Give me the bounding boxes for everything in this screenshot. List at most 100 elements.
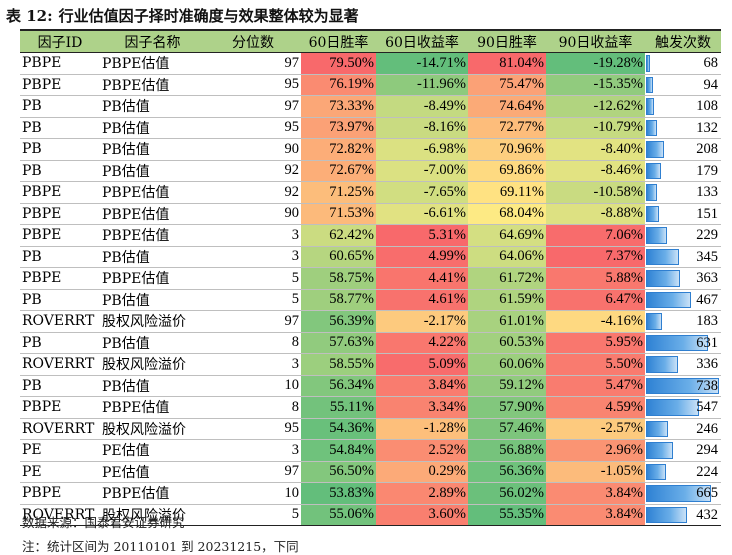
cell-win-rate-90d: 70.96%	[468, 138, 546, 161]
cell-percentile: 10	[205, 482, 301, 505]
cell-return-60d: 4.99%	[376, 246, 468, 268]
table-row: ROVERRT 股权风险溢价 5 55.06% 3.60% 55.35% 3.84% 432	[20, 504, 721, 526]
cell-factor-id: PBPE	[20, 482, 100, 505]
table-title-text: 行业估值因子择时准确度与效果整体较为显著	[58, 7, 359, 25]
cell-factor-id: PBPE	[20, 181, 100, 204]
cell-trigger-count: 336	[645, 353, 721, 376]
cell-trigger-count: 132	[645, 117, 721, 139]
cell-return-60d: -6.98%	[376, 138, 468, 161]
cell-factor-id: PE	[20, 439, 100, 462]
cell-win-rate-90d: 75.47%	[468, 74, 546, 96]
trigger-count-value: 151	[696, 205, 718, 222]
header-factor-name: 因子名称	[100, 29, 205, 53]
cell-return-90d: -10.58%	[546, 181, 645, 204]
data-source-note: 数据来源：国泰君安证券研究	[22, 515, 185, 530]
cell-win-rate-60d: 58.77%	[301, 289, 376, 311]
cell-trigger-count: 108	[645, 95, 721, 118]
cell-percentile: 5	[205, 267, 301, 290]
trigger-count-databar	[646, 141, 665, 158]
cell-trigger-count: 208	[645, 138, 721, 161]
trigger-count-databar	[646, 76, 653, 93]
cell-percentile: 97	[205, 310, 301, 333]
cell-win-rate-60d: 72.67%	[301, 160, 376, 182]
cell-factor-name: PB估值	[100, 117, 205, 139]
cell-return-60d: 5.31%	[376, 224, 468, 247]
cell-win-rate-90d: 55.35%	[468, 504, 546, 526]
cell-win-rate-60d: 56.50%	[301, 461, 376, 483]
cell-factor-id: ROVERRT	[20, 310, 100, 333]
trigger-count-value: 467	[696, 291, 718, 308]
trigger-count-databar	[646, 270, 681, 287]
cell-trigger-count: 738	[645, 375, 721, 397]
cell-return-60d: -8.49%	[376, 95, 468, 118]
cell-return-90d: 6.47%	[546, 289, 645, 311]
factor-table-container: 因子ID 因子名称 分位数 60日胜率 60日收益率 90日胜率 90日收益率 …	[20, 29, 721, 526]
cell-trigger-count: 133	[645, 181, 721, 204]
cell-percentile: 90	[205, 138, 301, 161]
trigger-count-value: 68	[703, 55, 719, 72]
cell-return-90d: -12.62%	[546, 95, 645, 118]
trigger-count-databar	[646, 506, 688, 523]
header-percentile: 分位数	[205, 29, 301, 53]
cell-return-90d: 7.37%	[546, 246, 645, 268]
table-row: ROVERRT 股权风险溢价 3 58.55% 5.09% 60.06% 5.50% 336	[20, 353, 721, 376]
cell-win-rate-90d: 56.36%	[468, 461, 546, 483]
trigger-count-databar	[646, 248, 679, 265]
cell-return-90d: 2.96%	[546, 439, 645, 462]
trigger-count-value: 229	[696, 227, 718, 244]
cell-win-rate-60d: 79.50%	[301, 52, 376, 75]
cell-return-60d: 2.89%	[376, 482, 468, 505]
cell-return-90d: -19.28%	[546, 52, 645, 75]
cell-factor-name: 股权风险溢价	[100, 418, 205, 440]
cell-percentile: 90	[205, 203, 301, 225]
cell-win-rate-60d: 72.82%	[301, 138, 376, 161]
header-trigger-count: 触发次数	[645, 29, 721, 53]
cell-percentile: 3	[205, 439, 301, 462]
cell-percentile: 3	[205, 224, 301, 247]
table-row: PE PE估值 97 56.50% 0.29% 56.36% -1.05% 224	[20, 461, 721, 483]
cell-return-90d: 5.47%	[546, 375, 645, 397]
trigger-count-value: 133	[696, 184, 718, 201]
cell-factor-name: PBPE估值	[100, 74, 205, 96]
cell-return-60d: 3.34%	[376, 396, 468, 419]
header-factor-id: 因子ID	[20, 29, 100, 53]
cell-return-90d: -1.05%	[546, 461, 645, 483]
trigger-count-databar	[646, 55, 650, 72]
cell-factor-name: PBPE估值	[100, 396, 205, 419]
cell-return-60d: -11.96%	[376, 74, 468, 96]
trigger-count-databar	[646, 463, 667, 480]
cell-percentile: 95	[205, 418, 301, 440]
cell-trigger-count: 246	[645, 418, 721, 440]
cell-factor-name: 股权风险溢价	[100, 504, 205, 526]
cell-percentile: 92	[205, 181, 301, 204]
cell-win-rate-90d: 57.46%	[468, 418, 546, 440]
cell-factor-id: PB	[20, 246, 100, 268]
cell-win-rate-90d: 56.02%	[468, 482, 546, 505]
table-row: PBPE PBPE估值 5 58.75% 4.41% 61.72% 5.88% 363	[20, 267, 721, 290]
cell-win-rate-60d: 73.33%	[301, 95, 376, 118]
table-header: 因子ID 因子名称 分位数 60日胜率 60日收益率 90日胜率 90日收益率 …	[20, 29, 721, 53]
cell-win-rate-90d: 60.06%	[468, 353, 546, 376]
cell-trigger-count: 229	[645, 224, 721, 247]
cell-factor-name: PB估值	[100, 246, 205, 268]
header-win-rate-60d: 60日胜率	[301, 29, 376, 53]
cell-percentile: 97	[205, 95, 301, 118]
cell-percentile: 97	[205, 52, 301, 75]
cell-win-rate-90d: 57.90%	[468, 396, 546, 419]
cell-win-rate-60d: 62.42%	[301, 224, 376, 247]
cell-return-90d: 3.84%	[546, 482, 645, 505]
cell-return-90d: 5.95%	[546, 332, 645, 354]
cell-factor-name: PBPE估值	[100, 181, 205, 204]
cell-win-rate-90d: 61.59%	[468, 289, 546, 311]
table-row: PBPE PBPE估值 92 71.25% -7.65% 69.11% -10.58% 133	[20, 181, 721, 204]
trigger-count-value: 132	[696, 119, 718, 136]
table-row: PB PB估值 90 72.82% -6.98% 70.96% -8.40% 208	[20, 138, 721, 161]
cell-percentile: 8	[205, 396, 301, 419]
cell-trigger-count: 547	[645, 396, 721, 419]
cell-factor-name: PBPE估值	[100, 224, 205, 247]
cell-return-60d: 4.41%	[376, 267, 468, 290]
cell-win-rate-90d: 68.04%	[468, 203, 546, 225]
trigger-count-value: 208	[696, 141, 718, 158]
table-row: PB PB估值 8 57.63% 4.22% 60.53% 5.95% 631	[20, 332, 721, 354]
cell-factor-id: PBPE	[20, 203, 100, 225]
